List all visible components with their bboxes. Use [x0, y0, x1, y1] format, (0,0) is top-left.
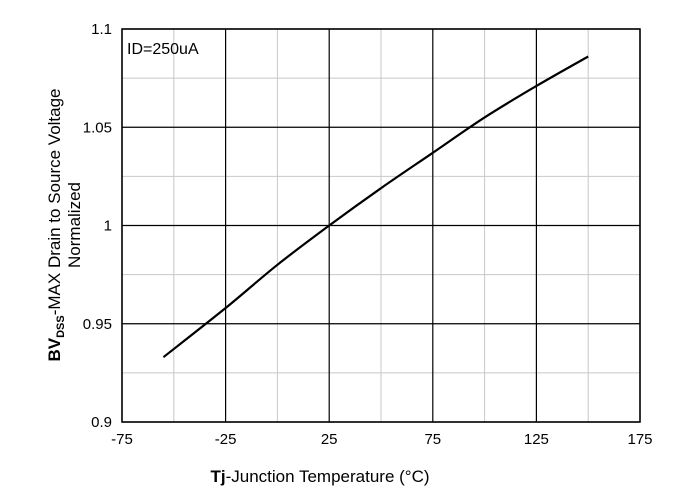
- x-axis-title-prefix: Tj: [210, 467, 225, 486]
- y-axis-title: BVDSS-MAX Drain to Source Voltage Normal…: [45, 88, 84, 361]
- x-axis-title: Tj-Junction Temperature (°C): [210, 467, 429, 486]
- y-tick-label: 0.9: [91, 414, 112, 431]
- x-tick-label: -25: [215, 431, 237, 448]
- x-tick-label: 25: [321, 431, 338, 448]
- y-axis-title-line1: BVDSS-MAX Drain to Source Voltage: [45, 88, 67, 361]
- y-tick-label: 1: [104, 218, 112, 235]
- x-axis-title-rest: -Junction Temperature (°C): [226, 467, 430, 486]
- x-tick-label: 175: [627, 431, 652, 448]
- x-tick-label: 125: [524, 431, 549, 448]
- y-tick-label: 1.1: [91, 21, 112, 38]
- annotation-label: ID=250uA: [127, 41, 199, 58]
- y-axis-title-subscript: DSS: [55, 315, 67, 338]
- grid: [121, 28, 641, 423]
- x-tick-label: -75: [111, 431, 133, 448]
- y-tick-label: 1.05: [83, 119, 112, 136]
- y-axis-title-line2: Normalized: [65, 182, 84, 268]
- y-tick-label: 0.95: [83, 316, 112, 333]
- series-line: [162, 55, 589, 359]
- y-axis-title-rest: -MAX Drain to Source Voltage: [45, 88, 64, 315]
- x-tick-label: 75: [424, 431, 441, 448]
- y-axis-title-prefix: BV: [45, 337, 64, 361]
- y-tick-labels: 0.9 0.95 1 1.05 1.1: [83, 21, 112, 431]
- plot-frame: [121, 28, 641, 423]
- series-layer: [162, 55, 589, 359]
- x-tick-labels: -75 -25 25 75 125 175: [111, 431, 652, 448]
